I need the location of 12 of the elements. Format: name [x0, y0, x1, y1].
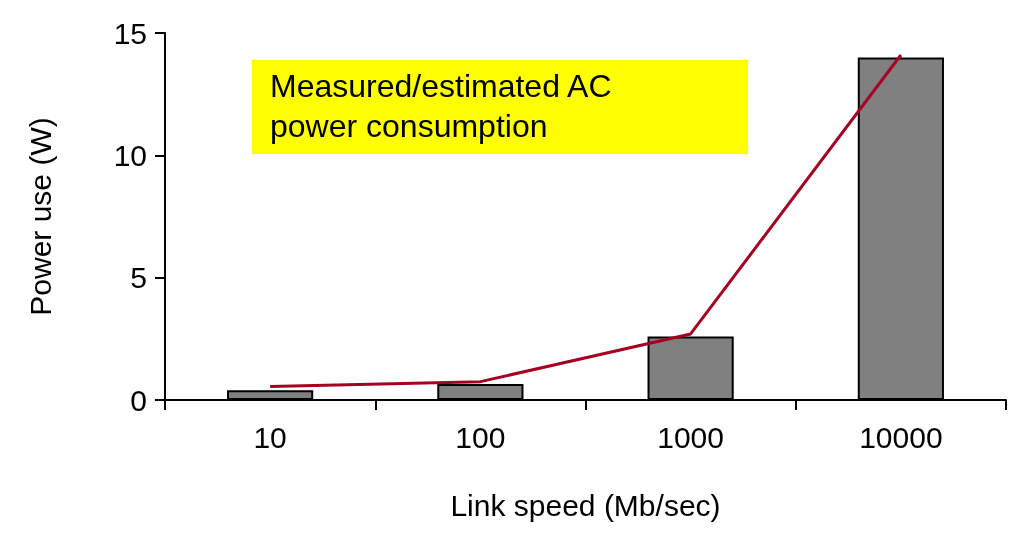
x-tick-label: 10: [253, 420, 287, 454]
y-axis-title: Power use (W): [23, 117, 57, 316]
x-axis-title: Link speed (Mb/sec): [450, 488, 721, 522]
line-series: [268, 53, 903, 389]
y-tick-label: 10: [113, 138, 147, 172]
y-tick-label: 5: [130, 261, 147, 295]
x-tick-label: 10000: [859, 420, 943, 454]
note-box: Measured/estimated AC power consumption: [252, 60, 748, 154]
y-tick-label: 15: [113, 16, 147, 50]
y-tick-label: 0: [130, 383, 147, 417]
x-tick-label: 100: [455, 420, 506, 454]
x-tick-label: 1000: [657, 420, 724, 454]
